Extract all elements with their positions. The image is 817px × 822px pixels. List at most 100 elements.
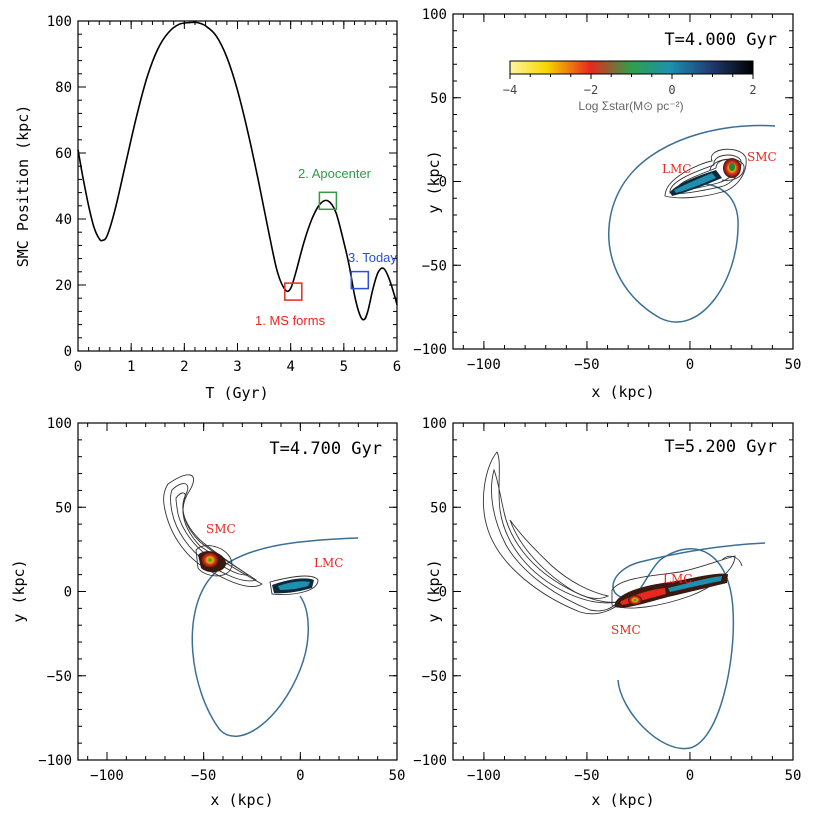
- axis-ticks: [78, 422, 398, 761]
- x-tick-label: 1: [127, 359, 135, 375]
- y-tick-label: −100: [413, 753, 447, 769]
- ms-forms-marker: [284, 282, 303, 301]
- stellar-contours: [483, 451, 743, 615]
- colorbar: [509, 60, 754, 75]
- axis-ticks: [453, 13, 794, 350]
- y-tick-label: 40: [55, 212, 72, 228]
- x-tick-label: −100: [467, 768, 501, 784]
- density-map: [670, 158, 741, 196]
- snapshot-panel-t4700: −100 −50 0 50 −100 −50 0 50 100 SMC LMC T=4.700…: [10, 416, 405, 809]
- axis-ticks: [77, 20, 398, 352]
- smc-label: SMC: [611, 623, 641, 637]
- smc-label: SMC: [747, 150, 777, 164]
- today-label: 3. Today: [348, 250, 397, 265]
- y-tick-label: −50: [47, 669, 72, 685]
- x-tick-label: 50: [785, 768, 802, 784]
- x-tick-label: 4: [286, 359, 294, 375]
- x-tick-label: −50: [574, 357, 599, 373]
- y-axis-label: y (kpc): [10, 559, 28, 622]
- y-axis-label: SMC Position (kpc): [14, 105, 32, 268]
- colorbar-tick-label: 2: [749, 83, 756, 97]
- y-tick-labels: −100 −50 0 50 100: [413, 7, 447, 358]
- smc-position-line: [77, 21, 398, 321]
- lmc-orbit: [191, 537, 359, 737]
- time-label: T=5.200 Gyr: [664, 437, 777, 457]
- lmc-orbit: [612, 542, 766, 750]
- x-tick-label: 2: [180, 359, 188, 375]
- density-map: [615, 573, 728, 608]
- x-tick-labels: 0 1 2 3 4 5 6: [74, 359, 401, 375]
- today-marker: [350, 270, 370, 290]
- time-label: T=4.000 Gyr: [664, 30, 777, 50]
- x-axis-label: x (kpc): [210, 791, 273, 809]
- y-tick-label: 60: [55, 146, 72, 162]
- apocenter-label: 2. Apocenter: [298, 166, 372, 181]
- stellar-contours: [664, 148, 747, 199]
- y-tick-label: 50: [430, 500, 447, 516]
- axis-ticks: [453, 422, 794, 761]
- x-tick-label: 0: [686, 768, 694, 784]
- y-tick-label: 80: [55, 80, 72, 96]
- x-tick-label: 3: [233, 359, 241, 375]
- apocenter-marker: [318, 191, 338, 211]
- density-map: [198, 551, 314, 594]
- x-tick-labels: −100 −50 0 50: [467, 768, 801, 784]
- smc-label: SMC: [206, 522, 236, 536]
- x-tick-label: 0: [686, 357, 694, 373]
- smc-position-panel: 0 1 2 3 4 5 6 0 20 40 60 80 100 1. MS forms 2. Apoc…: [14, 14, 401, 402]
- y-tick-label: 50: [430, 91, 447, 107]
- y-axis-label: y (kpc): [425, 559, 443, 622]
- y-tick-labels: −100 −50 0 50 100: [413, 416, 447, 769]
- x-axis-label: T (Gyr): [205, 384, 268, 402]
- lmc-label: LMC: [662, 162, 691, 176]
- x-axis-label: x (kpc): [591, 791, 654, 809]
- x-tick-labels: −100 −50 0 50: [90, 768, 405, 784]
- x-tick-label: 0: [296, 768, 304, 784]
- plot-frame: [77, 20, 398, 352]
- snapshot-panel-t5200: −100 −50 0 50 −100 −50 0 50 100 LMC SMC T=5.200…: [413, 416, 801, 809]
- snapshot-panel-t4000: −100 −50 0 50 −100 −50 0 50 100 LMC SMC T=4.000…: [413, 7, 801, 401]
- y-tick-labels: 0 20 40 60 80 100: [47, 14, 72, 360]
- y-tick-label: 100: [422, 416, 447, 432]
- y-tick-label: 100: [47, 14, 72, 30]
- y-tick-label: 100: [47, 416, 72, 432]
- y-tick-label: 50: [55, 500, 72, 516]
- colorbar-label: Log Σstar(M⊙ pc⁻²): [578, 99, 683, 113]
- y-tick-labels: −100 −50 0 50 100: [38, 416, 72, 769]
- x-tick-label: 0: [74, 359, 82, 375]
- colorbar-tick-label: −4: [503, 83, 517, 97]
- y-tick-label: 100: [422, 7, 447, 23]
- y-tick-label: −100: [413, 342, 447, 358]
- x-tick-labels: −100 −50 0 50: [467, 357, 801, 373]
- plot-frame: [77, 422, 398, 761]
- ms-forms-label: 1. MS forms: [255, 313, 326, 328]
- lmc-orbit: [608, 124, 776, 323]
- x-tick-label: 6: [393, 359, 401, 375]
- x-tick-label: −50: [191, 768, 216, 784]
- x-tick-label: 5: [340, 359, 348, 375]
- y-tick-label: 0: [64, 344, 72, 360]
- x-tick-label: −100: [467, 357, 501, 373]
- y-tick-label: −100: [38, 753, 72, 769]
- y-tick-label: −50: [422, 258, 447, 274]
- y-tick-label: 0: [439, 175, 447, 191]
- plot-frame: [452, 422, 794, 761]
- colorbar-tick-label: 0: [668, 83, 675, 97]
- lmc-label: LMC: [314, 556, 343, 570]
- colorbar-ticks: −4 −2 0 2: [503, 74, 757, 97]
- y-tick-label: 0: [439, 585, 447, 601]
- x-tick-label: 50: [785, 357, 802, 373]
- stellar-contours: [163, 474, 319, 595]
- lmc-label: LMC: [663, 572, 692, 586]
- y-tick-label: 20: [55, 278, 72, 294]
- y-tick-label: −50: [422, 669, 447, 685]
- y-axis-label: y (kpc): [425, 150, 443, 213]
- x-tick-label: −100: [90, 768, 124, 784]
- y-tick-label: 0: [64, 585, 72, 601]
- x-tick-label: 50: [389, 768, 406, 784]
- x-tick-label: −50: [574, 768, 599, 784]
- x-axis-label: x (kpc): [591, 383, 654, 401]
- colorbar-tick-label: −2: [584, 83, 598, 97]
- time-label: T=4.700 Gyr: [269, 439, 382, 459]
